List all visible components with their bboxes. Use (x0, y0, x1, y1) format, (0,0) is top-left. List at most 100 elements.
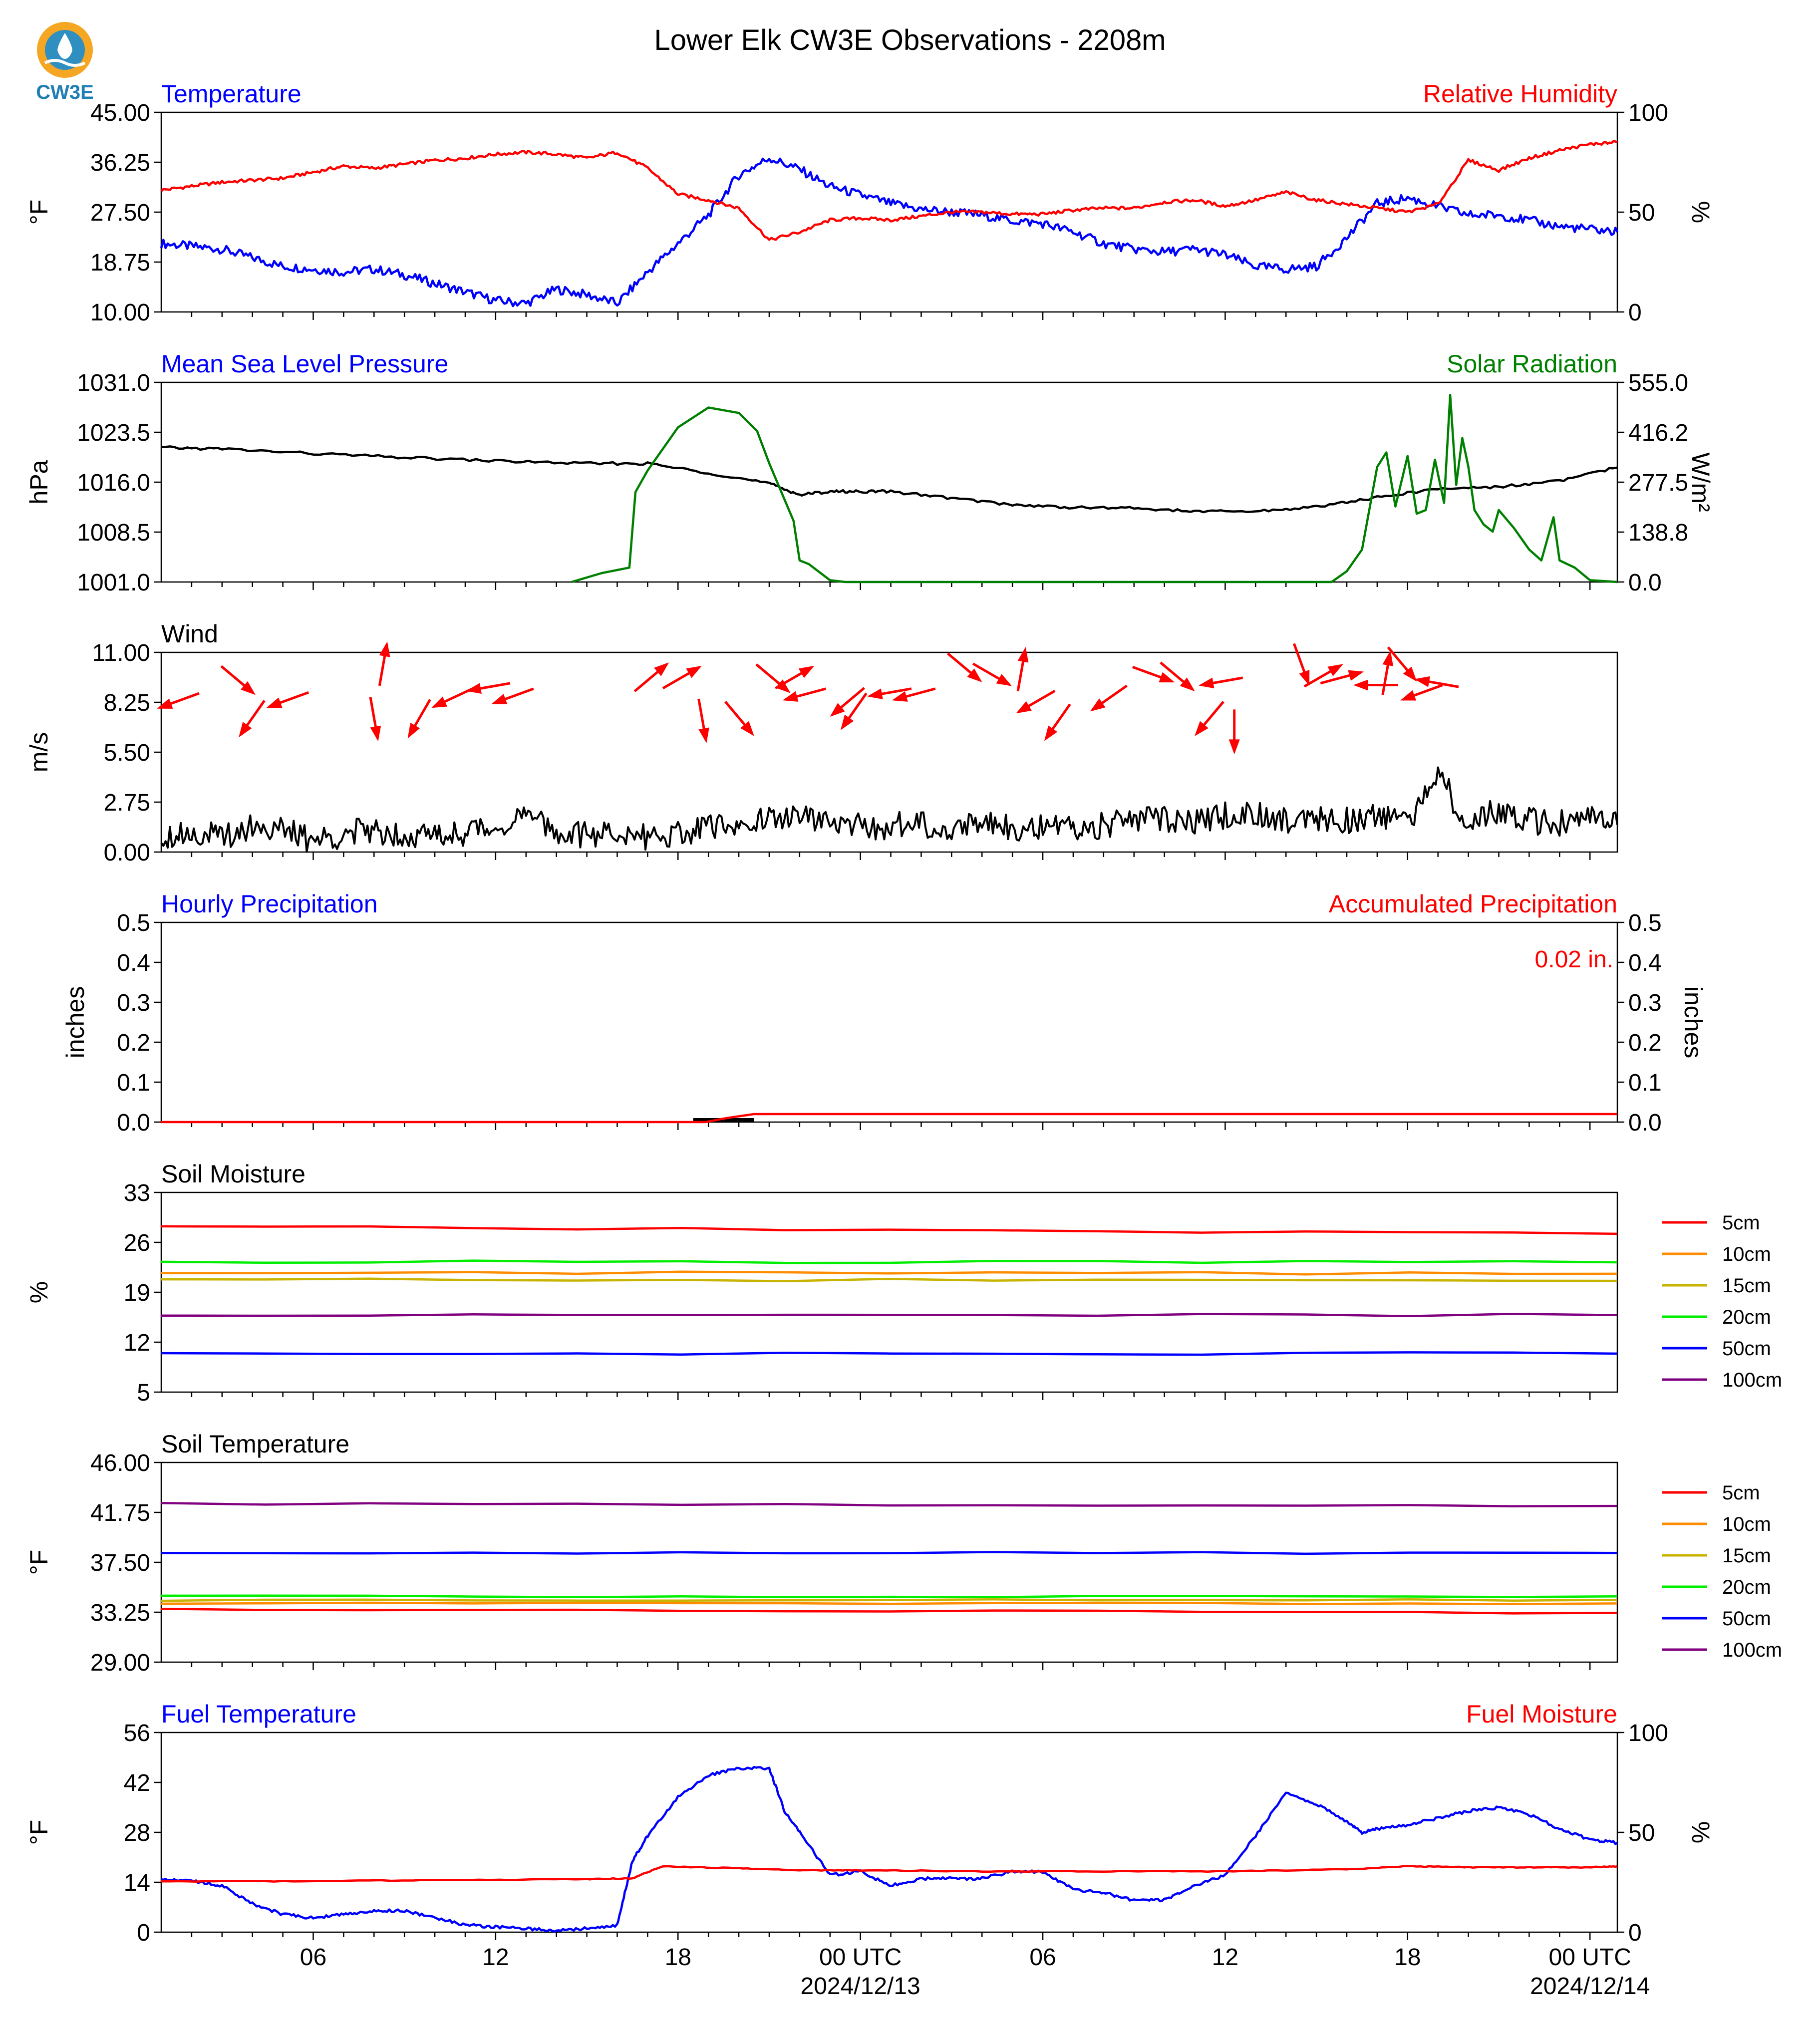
panel-left-title: Wind (161, 620, 218, 648)
y-axis-label-left: % (25, 1281, 53, 1303)
x-tick-label: 18 (665, 1944, 691, 1971)
y-tick-label-left: 1008.5 (77, 520, 150, 546)
legend-label: 50cm (1722, 1338, 1771, 1360)
wind-arrow (1199, 676, 1243, 689)
series-line-50cm (161, 1351, 1618, 1356)
series-line-5cm (161, 1608, 1618, 1615)
y-tick-label-left: 14 (124, 1870, 150, 1896)
wind-arrow (892, 687, 936, 702)
wind-arrow-head (1400, 690, 1417, 701)
panel-right-title: Solar Radiation (1447, 350, 1617, 378)
wind-arrow (1292, 643, 1310, 686)
wind-arrow-head (686, 665, 702, 678)
wind-arrow (1132, 665, 1175, 683)
legend-label: 50cm (1722, 1608, 1771, 1630)
y-tick-label-left: 41.75 (90, 1500, 150, 1526)
wind-arrow (1400, 684, 1443, 701)
y-tick-label-right: 0 (1628, 299, 1642, 326)
panel-4: Soil Moisture 5 12 19 26 33% 5cm 10cm 15cm 20cm 50… (25, 1160, 1782, 1406)
wind-arrow (1303, 664, 1343, 688)
wind-arrow (369, 697, 381, 742)
wind-arrow (239, 700, 266, 738)
y-tick-label-right: 50 (1628, 1820, 1655, 1846)
wind-arrow (157, 692, 200, 709)
y-tick-label-right: 0.1 (1628, 1070, 1662, 1096)
wind-arrow-head (798, 665, 815, 678)
y-tick-label-left: 5 (137, 1380, 150, 1406)
wind-arrow-head (1159, 672, 1175, 683)
y-axis-label-left: °F (25, 1550, 53, 1575)
y-tick-label-right: 0.0 (1628, 1110, 1662, 1136)
panel-left-title: Temperature (161, 80, 302, 108)
wind-arrow-head (1414, 676, 1430, 687)
legend-label: 15cm (1722, 1545, 1771, 1567)
x-date-label: 2024/12/13 (801, 1973, 920, 2000)
legend-label: 5cm (1722, 1212, 1760, 1234)
y-axis-label-left: °F (25, 1820, 53, 1845)
wind-arrow-head (775, 679, 791, 693)
wind-arrow (1381, 650, 1394, 695)
series-line-5cm (161, 1225, 1618, 1235)
series-line-red (161, 1865, 1618, 1883)
y-tick-label-left: 29.00 (90, 1650, 150, 1676)
wind-arrow-head (1327, 664, 1343, 676)
wind-arrow-head (1090, 698, 1106, 712)
wind-arrow-head (1403, 666, 1417, 682)
legend-label: 15cm (1722, 1275, 1771, 1297)
series-line-green (571, 393, 1618, 583)
wind-arrow (662, 665, 702, 690)
wind-arrow-head (867, 688, 883, 699)
y-tick-label-left: 0.00 (104, 840, 150, 866)
panel-left-title: Fuel Temperature (161, 1700, 356, 1728)
y-tick-label-right: 555.0 (1628, 370, 1688, 396)
panel-3: Hourly Precipitation Accumulated Precipit… (61, 890, 1707, 1136)
x-tick-label: 06 (1029, 1944, 1056, 1971)
legend: 5cm 10cm 15cm 20cm 50cm 100cm (1662, 1482, 1782, 1661)
wind-arrow-head (782, 691, 799, 702)
wind-arrow (830, 687, 866, 717)
y-tick-label-left: 0 (137, 1920, 150, 1946)
y-tick-label-left: 1031.0 (77, 370, 150, 396)
wind-arrow-head (1228, 739, 1240, 755)
x-tick-label: 06 (300, 1944, 326, 1971)
plot-frame (160, 1461, 1618, 1663)
wind-arrow-head (241, 681, 256, 695)
y-tick-label-left: 0.3 (117, 990, 150, 1016)
wind-arrow (1016, 690, 1056, 714)
wind-arrow-head (379, 641, 390, 657)
y-tick-label-right: 138.8 (1628, 520, 1688, 546)
wind-arrow (946, 652, 982, 682)
wind-arrow (1044, 703, 1071, 741)
series-line-50cm (161, 1551, 1618, 1555)
wind-arrow-head (266, 697, 283, 708)
wind-arrow (220, 665, 256, 695)
panel-6: Fuel Temperature Fuel Moisture 0 14 28 42 56 °F… (25, 1700, 1715, 1946)
series-line-10cm (161, 1270, 1618, 1276)
wind-arrow-head (967, 668, 982, 682)
wind-arrow (782, 687, 827, 702)
series-line-red (160, 140, 1618, 241)
y-axis-label-left: m/s (25, 732, 53, 773)
series-line-blue (161, 1765, 1618, 1933)
wind-arrow-head (1016, 701, 1032, 714)
wind-arrow-head (431, 696, 447, 708)
x-tick-label: 00 UTC (819, 1944, 902, 1971)
y-tick-label-left: 1023.5 (77, 420, 150, 446)
y-tick-label-left: 0.1 (117, 1070, 150, 1096)
panel-right-title: Accumulated Precipitation (1329, 890, 1617, 918)
wind-arrow (1387, 646, 1417, 682)
y-axis-label-left: hPa (25, 460, 53, 504)
y-tick-label-right: 277.5 (1628, 470, 1688, 496)
panel-1: Mean Sea Level Pressure Solar Radiation 10… (25, 350, 1715, 596)
y-axis-label-left: inches (61, 986, 89, 1059)
y-axis-label-left: °F (25, 200, 53, 225)
panel-2: Wind 0.00 2.75 5.50 8.25 11.00 m/s (25, 620, 1618, 866)
y-tick-label-right: 0.0 (1628, 570, 1662, 596)
page-title: Lower Elk CW3E Observations - 2208m (654, 24, 1166, 56)
plot-frame (160, 921, 1618, 1123)
y-tick-label-left: 27.50 (90, 200, 150, 226)
y-tick-label-left: 10.00 (90, 299, 150, 326)
panel-left-title: Soil Temperature (161, 1430, 349, 1458)
